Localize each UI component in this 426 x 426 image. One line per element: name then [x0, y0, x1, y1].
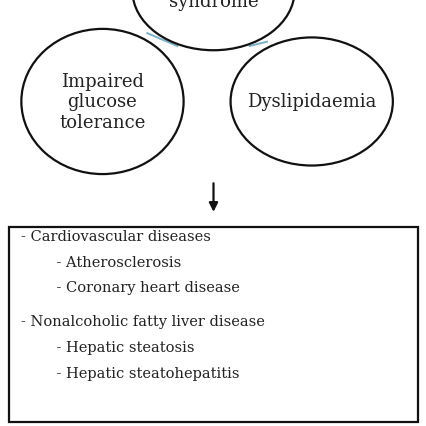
Text: Metabolic
syndrome: Metabolic syndrome [167, 0, 259, 11]
Text: Dyslipidaemia: Dyslipidaemia [247, 93, 375, 111]
Text: - Cardiovascular diseases: - Cardiovascular diseases [21, 230, 211, 243]
Text: - Atherosclerosis: - Atherosclerosis [38, 255, 181, 269]
Text: Impaired
glucose
tolerance: Impaired glucose tolerance [59, 72, 145, 132]
Text: - Hepatic steatohepatitis: - Hepatic steatohepatitis [38, 366, 239, 380]
Text: - Nonalcoholic fatty liver disease: - Nonalcoholic fatty liver disease [21, 315, 265, 328]
Text: - Hepatic steatosis: - Hepatic steatosis [38, 340, 195, 354]
Bar [9, 228, 417, 422]
Text: - Coronary heart disease: - Coronary heart disease [38, 281, 240, 294]
